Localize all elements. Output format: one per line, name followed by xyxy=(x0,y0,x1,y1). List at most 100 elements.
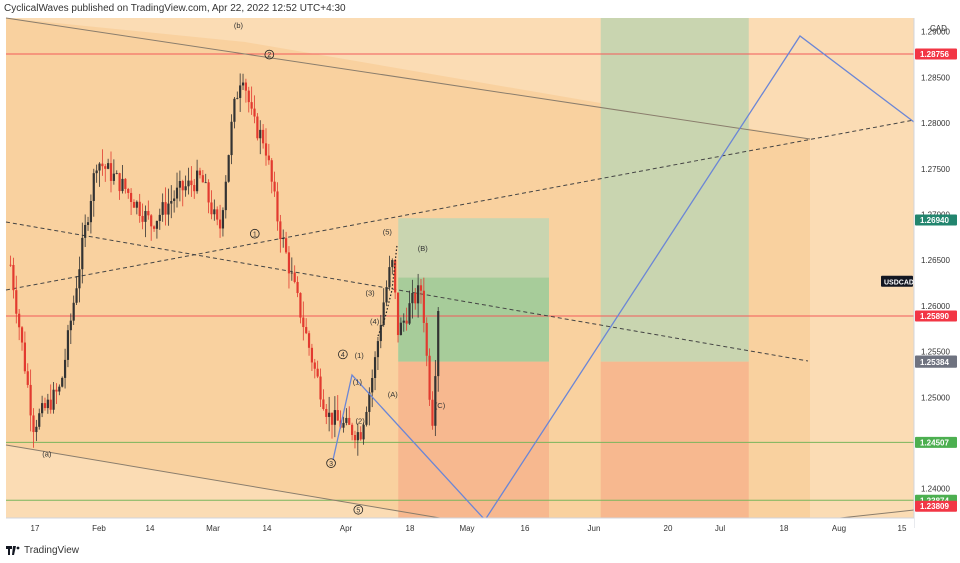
candle-body xyxy=(207,182,210,203)
candle-body xyxy=(282,238,285,240)
dashed-trendline-falling xyxy=(5,221,809,362)
wave-label: 2 xyxy=(267,52,271,59)
candle-body xyxy=(368,392,371,412)
candle-body xyxy=(264,143,268,156)
time-axis-background[interactable] xyxy=(0,518,914,538)
candle-body xyxy=(330,412,334,425)
wave-label: 4 xyxy=(341,352,345,359)
candle-body xyxy=(141,215,144,222)
symbol-label: USDCAD xyxy=(884,279,914,286)
candle-body xyxy=(425,322,428,356)
candle-body xyxy=(150,215,153,227)
candle-body xyxy=(402,320,405,323)
candle-body xyxy=(52,389,55,410)
candle-body xyxy=(135,201,138,208)
wave-label: (b) xyxy=(234,21,244,30)
candle-body xyxy=(164,202,167,215)
candle-body xyxy=(101,163,104,167)
candle-body xyxy=(170,201,173,204)
channel-lower-line xyxy=(5,444,441,519)
candle-body xyxy=(63,359,67,378)
candle-body xyxy=(293,272,296,282)
wave-label: (a) xyxy=(42,450,52,459)
candle-body xyxy=(256,116,259,139)
candle-body xyxy=(376,341,380,358)
candle-body xyxy=(379,325,382,342)
candle-body xyxy=(287,252,291,274)
wave-label: (B) xyxy=(418,244,429,253)
candle-body xyxy=(213,209,216,215)
candle-body xyxy=(250,102,253,109)
wave-label: (4) xyxy=(370,317,380,326)
candle-body xyxy=(26,371,29,385)
candle-body xyxy=(201,175,204,183)
candle-body xyxy=(46,399,49,409)
candle-body xyxy=(405,320,408,324)
candle-body xyxy=(41,403,44,414)
candle-body xyxy=(58,386,61,392)
y-tick-label: 1.25000 xyxy=(921,393,950,402)
candle-body xyxy=(61,377,64,387)
channel-upper-line xyxy=(5,17,811,140)
candle-body xyxy=(167,203,170,215)
candle-body xyxy=(396,292,400,336)
channel-lower-line-right xyxy=(839,509,915,519)
tradingview-logo-icon xyxy=(6,546,20,555)
candle-body xyxy=(224,181,227,211)
price-axis-background[interactable] xyxy=(914,18,960,528)
wave-label-circle xyxy=(353,504,364,515)
candle-body xyxy=(144,211,147,222)
x-tick-label: 16 xyxy=(521,524,530,533)
candle-body xyxy=(69,320,72,331)
candle-body xyxy=(35,426,38,433)
price-label: 1.24507 xyxy=(920,438,949,447)
candle-body xyxy=(431,399,434,426)
candle-body xyxy=(29,384,32,416)
candle-body xyxy=(385,287,388,303)
candle-body xyxy=(20,327,24,343)
candle-body xyxy=(129,192,133,202)
candle-body xyxy=(382,302,385,326)
candle-body xyxy=(32,415,35,433)
candle-body xyxy=(193,185,196,192)
candle-body xyxy=(196,170,199,192)
candle-body xyxy=(279,221,282,240)
footer-brand: TradingView xyxy=(24,545,80,556)
candle-body xyxy=(147,211,150,216)
price-label-badge xyxy=(915,436,957,448)
candle-body xyxy=(155,220,159,229)
candle-body xyxy=(356,432,359,441)
footer: TradingView xyxy=(6,545,79,556)
candle-body xyxy=(38,413,41,427)
y-tick-label: 1.25500 xyxy=(921,348,950,357)
candle-body xyxy=(121,178,124,192)
candle-body xyxy=(84,224,87,238)
candle-body xyxy=(81,237,84,270)
candle-body xyxy=(75,288,78,303)
candle-body xyxy=(158,214,161,221)
x-tick-label: 17 xyxy=(31,524,40,533)
candle-body xyxy=(284,238,288,253)
candle-body xyxy=(115,173,118,174)
candle-body xyxy=(399,322,402,336)
candle-body xyxy=(434,376,437,426)
wave-label: (1) xyxy=(355,351,365,360)
wave-label: 5 xyxy=(356,507,360,514)
symbol-label-badge xyxy=(881,275,913,287)
candle-body xyxy=(362,424,365,440)
red-risk-zone-left xyxy=(398,361,549,518)
wave-label: (5) xyxy=(383,227,393,236)
wave-label-circle xyxy=(249,228,260,239)
candle-body xyxy=(138,201,141,216)
candle-body xyxy=(178,180,181,188)
candle-body xyxy=(89,201,93,223)
candle-body xyxy=(313,362,316,369)
wave-label: (A) xyxy=(388,390,399,399)
candle-body xyxy=(190,180,193,186)
wave-label-circle xyxy=(326,458,336,468)
candle-body xyxy=(49,399,52,410)
candle-body xyxy=(175,187,179,199)
y-tick-label: 1.28000 xyxy=(921,119,950,128)
candle-body xyxy=(218,219,222,229)
